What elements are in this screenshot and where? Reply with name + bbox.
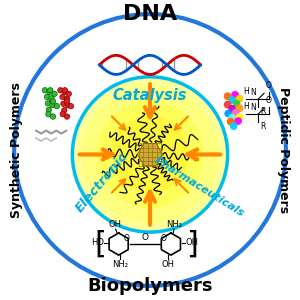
Text: NH₂: NH₂ [112, 260, 128, 269]
Circle shape [46, 107, 52, 113]
Text: R: R [260, 122, 265, 130]
Text: NH₂: NH₂ [167, 220, 182, 229]
Circle shape [58, 88, 63, 93]
Circle shape [47, 89, 52, 94]
Text: OH: OH [185, 238, 198, 247]
Circle shape [232, 109, 240, 117]
Circle shape [68, 103, 74, 109]
Circle shape [49, 96, 54, 101]
Circle shape [72, 77, 228, 232]
Text: O: O [141, 233, 148, 242]
Circle shape [64, 99, 70, 104]
Text: N: N [250, 103, 256, 112]
Circle shape [62, 89, 68, 94]
Circle shape [230, 122, 238, 130]
Circle shape [42, 88, 48, 93]
Circle shape [66, 91, 71, 97]
Circle shape [46, 112, 51, 117]
Circle shape [60, 112, 65, 117]
Text: Catalysis: Catalysis [113, 88, 187, 103]
Circle shape [48, 88, 53, 93]
Circle shape [234, 117, 242, 125]
Circle shape [228, 96, 236, 104]
Circle shape [60, 94, 65, 100]
Text: [: [ [94, 230, 106, 259]
Text: R: R [260, 107, 265, 116]
Text: Electronic: Electronic [74, 150, 131, 215]
Circle shape [50, 99, 56, 104]
Circle shape [54, 103, 59, 109]
Circle shape [228, 105, 236, 113]
Text: O: O [160, 234, 166, 243]
Circle shape [81, 86, 219, 223]
Text: OH: OH [109, 220, 122, 229]
Text: N: N [250, 88, 256, 97]
Circle shape [224, 92, 232, 100]
Text: O: O [123, 234, 129, 243]
Text: H: H [243, 102, 249, 111]
Circle shape [224, 101, 232, 109]
Circle shape [52, 91, 57, 97]
Text: Biopolymers: Biopolymers [87, 277, 213, 295]
Text: DNA: DNA [123, 4, 177, 24]
Text: Peptidic Polymers: Peptidic Polymers [277, 87, 290, 213]
Circle shape [236, 104, 244, 112]
Circle shape [65, 103, 70, 108]
Circle shape [228, 114, 236, 122]
Text: Synthetic Polymers: Synthetic Polymers [10, 82, 23, 218]
Circle shape [231, 91, 239, 99]
Polygon shape [137, 144, 163, 165]
Circle shape [50, 102, 55, 108]
Text: OH: OH [161, 260, 174, 269]
Text: H: H [243, 87, 249, 96]
Circle shape [227, 118, 235, 125]
Circle shape [62, 88, 68, 93]
Circle shape [64, 114, 70, 119]
Circle shape [44, 94, 50, 100]
Text: HO: HO [91, 238, 104, 247]
Circle shape [236, 95, 244, 103]
Circle shape [61, 101, 66, 106]
Circle shape [224, 110, 232, 118]
Circle shape [50, 114, 56, 119]
Circle shape [61, 108, 67, 113]
Circle shape [64, 96, 70, 101]
Text: Pharmaceuticals: Pharmaceuticals [152, 155, 246, 219]
Circle shape [96, 101, 204, 208]
Text: O: O [266, 96, 272, 105]
Circle shape [45, 101, 51, 106]
Circle shape [236, 113, 244, 121]
Text: O: O [266, 81, 272, 90]
Text: ]: ] [186, 230, 198, 259]
Circle shape [233, 100, 241, 108]
Circle shape [111, 116, 189, 193]
